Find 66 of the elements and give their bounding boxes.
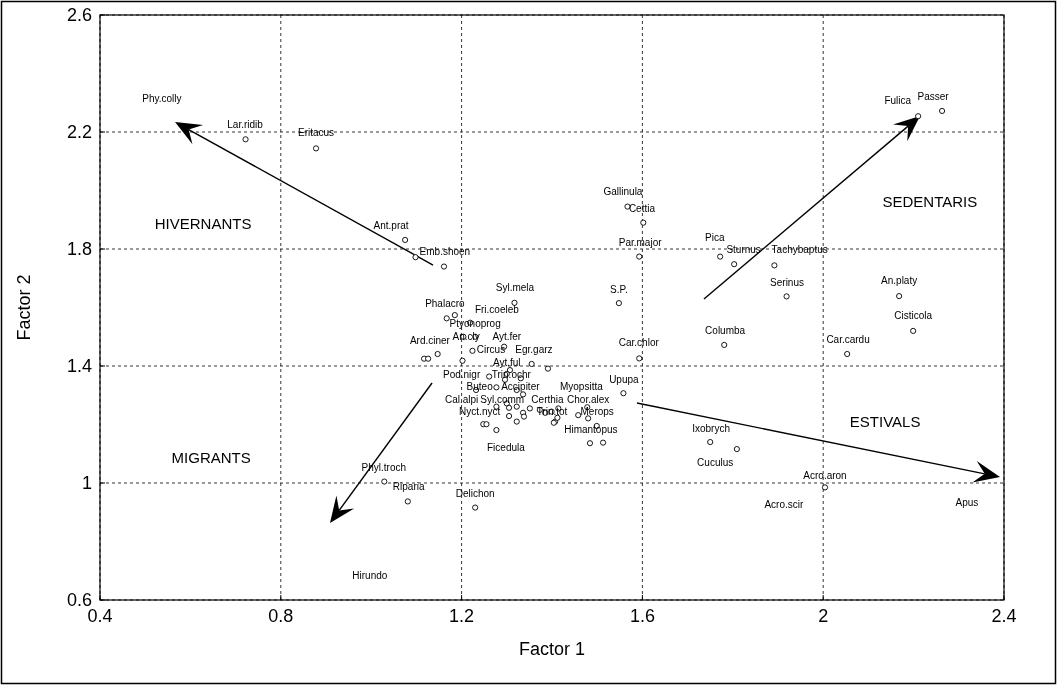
annotation: Columba [705,324,746,336]
annotation: Cettia [628,203,656,215]
annotation: Cuculus [697,457,734,469]
annotation: Ard.ciner [409,335,451,347]
annotation: Syl.comm [480,393,525,405]
annotation: Upupa [609,373,640,385]
annotation: Emb.shoen [419,246,471,258]
annotation: HIVERNANTS [154,215,252,233]
annotation: Ant.prat [373,220,409,232]
x-tick-label: 1.2 [449,606,475,626]
annotation: Gallinula [603,186,643,198]
y-tick-label: 2.6 [66,5,92,26]
annotation: Chor.alex [567,393,610,405]
x-tick-label: 1.6 [629,606,655,626]
annotation: Phy.colly [142,92,182,104]
annotation: Delichon [455,487,495,499]
x-tick-label: 2.4 [991,606,1017,626]
annotation: Merops [580,405,614,417]
annotation: Myopsitta [559,381,604,393]
y-tick-label: 2.2 [66,122,92,143]
y-axis-title: Factor 2 [14,274,34,341]
annotation: Sturnus [726,244,761,256]
x-axis-title: Factor 1 [518,639,586,659]
annotation: Eritacus [297,127,335,139]
annotation: MIGRANTS [171,449,251,467]
annotation: Nyct.nyct [459,405,501,417]
annotation: Ayt.fer [492,331,522,343]
annotation: Circus [476,344,506,356]
annotation: Par.major [618,237,663,249]
annotation: ESTIVALS [849,412,921,430]
annotation: Egr.garz [515,344,553,356]
annotation: Phalacro [425,298,466,310]
y-tick-label: 1 [81,473,92,494]
x-tick-label: 0.4 [87,606,113,626]
annotation: Ixobrych [692,422,730,434]
annotation: Fulica [884,95,912,107]
annotation: Riparia [392,481,425,493]
annotation: Accipiter [501,381,541,393]
y-tick-label: 1.8 [66,239,92,260]
y-tick-label: 1.4 [66,356,92,377]
annotation: Car.chlor [618,337,660,349]
x-tick-label: 0.8 [268,606,294,626]
annotation: Acro.aron [803,469,847,481]
annotation: Pica [704,231,725,243]
annotation: Passer [917,90,950,102]
annotation: SEDENTARIS [882,193,978,211]
annotation: Buteo [466,381,494,393]
annotation: Cal.alpi [444,393,479,405]
annotation: Certhia [531,393,565,405]
annotation: Syl.mela [495,281,535,293]
annotation: Acro.scir [764,499,804,511]
x-tick-label: 2 [818,606,829,626]
annotation: Ayt.ful [493,356,521,368]
annotation: Serinus [770,276,804,288]
annotation: Lar.ridib [227,119,264,131]
annotation: An.platy [881,275,918,287]
annotation: S.P. [610,283,628,295]
annotation: Ficedula [486,441,526,453]
annotation: Apus [955,497,979,509]
annotation: Hirundo [352,569,388,581]
annotation: Car.cardu [826,334,870,346]
annotation: Cisticola [894,310,933,322]
annotation: Tachybaptus [771,244,828,256]
annotation: Himantopus [564,423,618,435]
annotation: Pod.nigr [442,368,481,380]
annotation: Fri.coeleb [474,303,520,315]
